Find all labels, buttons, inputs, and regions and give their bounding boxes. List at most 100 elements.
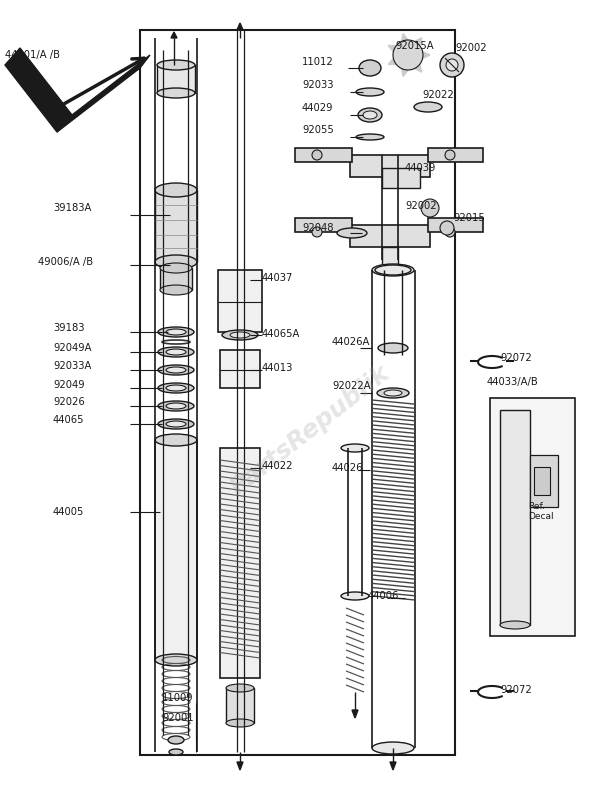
Polygon shape [415, 38, 422, 46]
Text: 92049A: 92049A [53, 343, 91, 353]
Ellipse shape [358, 108, 382, 122]
Text: 44026: 44026 [332, 463, 364, 473]
Circle shape [440, 221, 454, 235]
Ellipse shape [168, 736, 184, 744]
Text: 49006/A /B: 49006/A /B [38, 257, 93, 267]
Bar [155, 190, 197, 262]
Text: 44037: 44037 [262, 273, 293, 283]
Ellipse shape [166, 367, 186, 373]
Ellipse shape [157, 60, 195, 70]
Text: 92072: 92072 [500, 353, 532, 363]
Ellipse shape [155, 183, 197, 197]
Polygon shape [388, 46, 396, 52]
Ellipse shape [166, 403, 186, 409]
Text: 92022: 92022 [422, 90, 454, 100]
Text: 92015A: 92015A [395, 41, 434, 51]
Text: 44065: 44065 [53, 415, 85, 425]
Text: 44001/A /B: 44001/A /B [5, 50, 60, 60]
Polygon shape [390, 762, 396, 770]
Text: 39183A: 39183A [53, 203, 91, 213]
Ellipse shape [356, 88, 384, 96]
Text: 44029: 44029 [302, 103, 334, 113]
Text: 92055: 92055 [302, 125, 334, 135]
Ellipse shape [160, 263, 192, 273]
Polygon shape [401, 34, 408, 42]
Text: 92002: 92002 [405, 201, 437, 211]
Bar [428, 218, 483, 232]
Circle shape [445, 227, 455, 237]
Ellipse shape [158, 347, 194, 357]
Ellipse shape [157, 88, 195, 98]
Polygon shape [237, 762, 243, 770]
Ellipse shape [169, 749, 183, 755]
Ellipse shape [158, 383, 194, 393]
Ellipse shape [363, 111, 377, 119]
Polygon shape [401, 68, 408, 76]
Bar [428, 148, 483, 162]
Text: 92022A: 92022A [332, 381, 371, 391]
Ellipse shape [226, 684, 254, 692]
Ellipse shape [158, 327, 194, 337]
Text: 92072: 92072 [500, 685, 532, 695]
Text: 92002: 92002 [455, 43, 487, 53]
Bar [157, 65, 195, 93]
Ellipse shape [166, 329, 186, 335]
Bar [350, 225, 430, 247]
Ellipse shape [230, 332, 250, 338]
Bar [500, 410, 530, 625]
Bar [155, 440, 197, 660]
Circle shape [312, 150, 322, 160]
Ellipse shape [378, 343, 408, 353]
Polygon shape [422, 52, 430, 58]
Text: 11012: 11012 [302, 57, 334, 67]
Bar [140, 30, 455, 755]
Ellipse shape [155, 255, 197, 269]
Bar [218, 270, 262, 332]
Text: 44013: 44013 [262, 363, 293, 373]
Polygon shape [171, 32, 177, 38]
Text: 92048: 92048 [302, 223, 334, 233]
Ellipse shape [375, 265, 411, 275]
Ellipse shape [166, 349, 186, 355]
Polygon shape [415, 64, 422, 72]
Text: 92033: 92033 [302, 80, 334, 90]
Ellipse shape [337, 228, 367, 238]
Text: 92049: 92049 [53, 380, 85, 390]
Bar [295, 218, 352, 232]
Text: 92001: 92001 [162, 713, 194, 723]
Text: 44033/A/B: 44033/A/B [487, 377, 539, 387]
Text: PartsRepublik: PartsRepublik [226, 360, 394, 499]
Ellipse shape [359, 60, 381, 76]
Ellipse shape [155, 434, 197, 446]
Ellipse shape [356, 134, 384, 140]
Ellipse shape [160, 285, 192, 295]
Ellipse shape [166, 385, 186, 391]
Ellipse shape [166, 421, 186, 427]
Ellipse shape [158, 401, 194, 411]
Bar [350, 155, 430, 177]
Text: Ref.
Decal: Ref. Decal [528, 502, 554, 521]
Circle shape [312, 227, 322, 237]
Bar [534, 467, 550, 495]
Polygon shape [237, 23, 243, 30]
Ellipse shape [384, 390, 402, 396]
Ellipse shape [341, 592, 369, 600]
Ellipse shape [500, 621, 530, 629]
Ellipse shape [158, 419, 194, 429]
Ellipse shape [414, 102, 442, 112]
Bar [160, 268, 192, 290]
Bar [490, 398, 575, 636]
Ellipse shape [372, 742, 414, 754]
Text: 39183: 39183 [53, 323, 85, 333]
Bar [226, 688, 254, 723]
Polygon shape [352, 710, 358, 718]
Bar [220, 350, 260, 388]
Text: 92015: 92015 [453, 213, 485, 223]
Text: 44005: 44005 [53, 507, 85, 517]
Text: 92026: 92026 [53, 397, 85, 407]
Ellipse shape [377, 388, 409, 398]
Polygon shape [5, 48, 72, 132]
Ellipse shape [226, 719, 254, 727]
Text: 44006: 44006 [368, 591, 400, 601]
Text: 44026A: 44026A [332, 337, 370, 347]
